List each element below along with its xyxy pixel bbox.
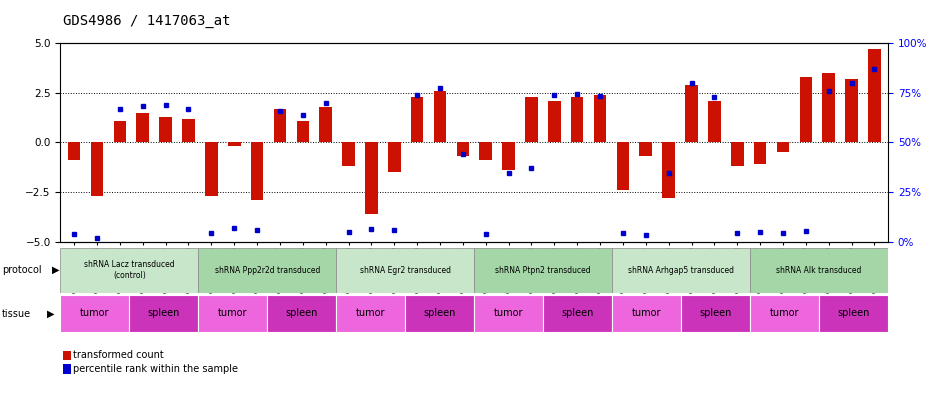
Bar bbox=[268, 295, 337, 332]
Text: spleen: spleen bbox=[699, 309, 732, 318]
Bar bbox=[474, 295, 543, 332]
Bar bbox=[751, 248, 888, 293]
Bar bbox=[182, 119, 194, 142]
Text: shRNA Lacz transduced
(control): shRNA Lacz transduced (control) bbox=[84, 261, 175, 280]
Bar bbox=[800, 77, 812, 142]
Bar bbox=[60, 248, 198, 293]
Bar bbox=[433, 91, 446, 142]
Text: tumor: tumor bbox=[632, 309, 661, 318]
Bar bbox=[525, 97, 538, 142]
Text: spleen: spleen bbox=[424, 309, 456, 318]
Bar bbox=[751, 295, 819, 332]
Text: shRNA Ptpn2 transduced: shRNA Ptpn2 transduced bbox=[496, 266, 591, 275]
Bar bbox=[198, 295, 268, 332]
Bar bbox=[731, 142, 743, 166]
Text: percentile rank within the sample: percentile rank within the sample bbox=[73, 364, 238, 375]
Bar bbox=[91, 142, 103, 196]
Bar bbox=[819, 295, 888, 332]
Bar bbox=[612, 295, 681, 332]
Bar bbox=[502, 142, 515, 170]
Bar bbox=[228, 142, 241, 147]
Bar bbox=[113, 121, 126, 142]
Bar bbox=[845, 79, 857, 142]
Text: shRNA Ppp2r2d transduced: shRNA Ppp2r2d transduced bbox=[215, 266, 320, 275]
Text: spleen: spleen bbox=[562, 309, 594, 318]
Bar bbox=[206, 142, 218, 196]
Bar bbox=[319, 107, 332, 142]
Text: ▶: ▶ bbox=[46, 309, 54, 319]
Bar bbox=[640, 142, 652, 156]
Text: spleen: spleen bbox=[286, 309, 318, 318]
Text: protocol: protocol bbox=[2, 265, 42, 275]
Bar bbox=[612, 248, 751, 293]
Text: tumor: tumor bbox=[219, 309, 247, 318]
Text: ▶: ▶ bbox=[52, 265, 60, 275]
Text: tissue: tissue bbox=[2, 309, 31, 319]
Text: tumor: tumor bbox=[494, 309, 524, 318]
Text: shRNA Egr2 transduced: shRNA Egr2 transduced bbox=[360, 266, 451, 275]
Bar bbox=[137, 113, 149, 142]
Bar bbox=[388, 142, 401, 172]
Text: tumor: tumor bbox=[356, 309, 386, 318]
Bar bbox=[273, 109, 286, 142]
Bar bbox=[543, 295, 612, 332]
Bar bbox=[754, 142, 766, 164]
Bar bbox=[685, 85, 698, 142]
Bar bbox=[251, 142, 263, 200]
Bar bbox=[868, 49, 881, 142]
Text: tumor: tumor bbox=[770, 309, 800, 318]
Bar bbox=[342, 142, 355, 166]
Bar bbox=[405, 295, 474, 332]
Bar bbox=[365, 142, 378, 214]
Bar bbox=[777, 142, 790, 152]
Bar bbox=[822, 73, 835, 142]
Bar bbox=[681, 295, 751, 332]
Bar bbox=[474, 248, 612, 293]
Bar bbox=[337, 295, 405, 332]
Text: shRNA Arhgap5 transduced: shRNA Arhgap5 transduced bbox=[629, 266, 734, 275]
Bar bbox=[548, 101, 561, 142]
Bar bbox=[60, 295, 129, 332]
Text: spleen: spleen bbox=[148, 309, 180, 318]
Bar bbox=[297, 121, 309, 142]
Text: GDS4986 / 1417063_at: GDS4986 / 1417063_at bbox=[63, 14, 231, 28]
Text: transformed count: transformed count bbox=[73, 350, 165, 360]
Text: spleen: spleen bbox=[838, 309, 870, 318]
Bar bbox=[662, 142, 675, 198]
Text: shRNA Alk transduced: shRNA Alk transduced bbox=[777, 266, 862, 275]
Bar bbox=[68, 142, 81, 160]
Bar bbox=[480, 142, 492, 160]
Bar bbox=[159, 117, 172, 142]
Bar bbox=[337, 248, 474, 293]
Bar bbox=[411, 97, 423, 142]
Bar bbox=[457, 142, 469, 156]
Bar bbox=[617, 142, 630, 190]
Bar bbox=[708, 101, 721, 142]
Bar bbox=[129, 295, 198, 332]
Bar bbox=[593, 95, 606, 142]
Bar bbox=[571, 97, 583, 142]
Text: tumor: tumor bbox=[80, 309, 110, 318]
Bar bbox=[198, 248, 337, 293]
